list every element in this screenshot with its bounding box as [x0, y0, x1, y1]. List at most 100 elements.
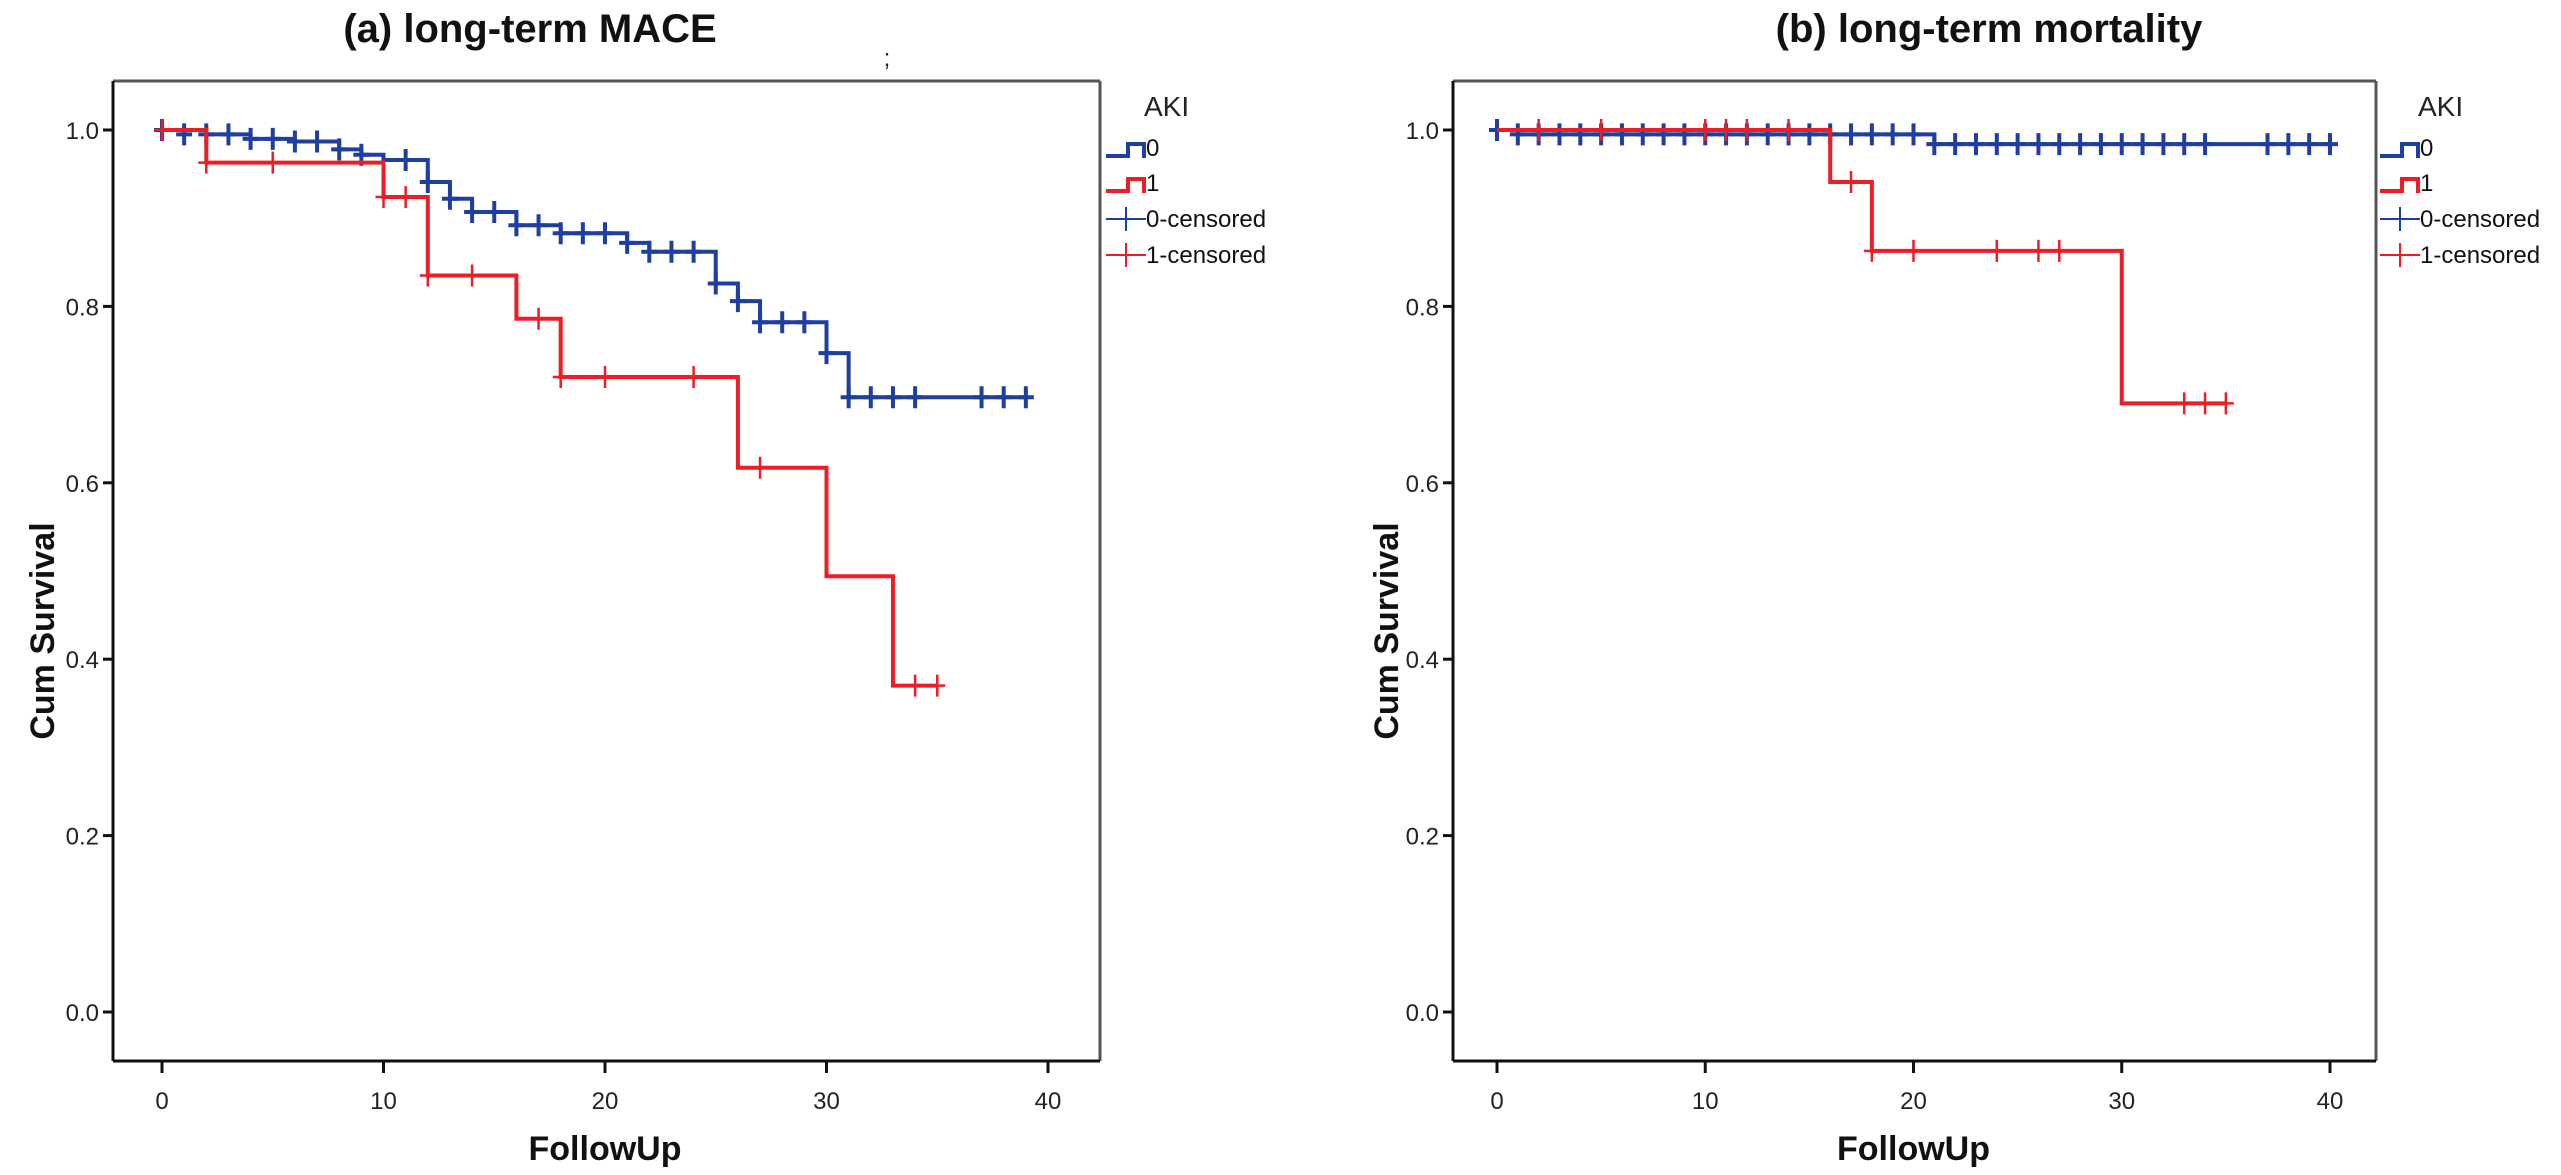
censor-mark-aki-0	[264, 127, 281, 150]
censor-mark-aki-1	[597, 365, 613, 388]
censor-mark-aki-0	[1863, 123, 1880, 146]
legend-title: AKI	[1144, 91, 1189, 122]
censor-mark-aki-0	[1655, 123, 1672, 146]
legend-label-0-censored: 0-censored	[2420, 206, 2540, 233]
survival-curve-aki-1	[1497, 128, 2226, 406]
legend-label-0: 0	[2420, 135, 2433, 162]
censor-mark-aki-1	[1843, 171, 1860, 194]
y-tick-label: 0.6	[66, 471, 99, 498]
censor-mark-aki-1	[2030, 239, 2047, 262]
censor-mark-aki-0	[1967, 133, 1984, 156]
censor-mark-aki-0	[2072, 133, 2089, 156]
censor-mark-aki-1	[1988, 239, 2005, 262]
censor-mark-aki-1	[1905, 239, 1922, 262]
censor-mark-aki-1	[1780, 119, 1797, 141]
survival-curve-aki-0	[162, 128, 1026, 400]
censor-mark-aki-1	[1530, 119, 1547, 141]
censor-mark-aki-0	[2197, 133, 2214, 156]
legend-swatch-censor-0	[1106, 207, 1146, 231]
chart-title: (a) long-term MACE	[343, 7, 716, 51]
plot-area: 0.0 0.2 0.4 0.6 0.8 1.0 0 10 20 30 40	[1406, 79, 2378, 1115]
censor-mark-aki-0	[840, 386, 857, 409]
censor-mark-aki-1	[1593, 119, 1610, 141]
censor-mark-aki-0	[774, 311, 791, 334]
censor-mark-aki-0	[862, 386, 879, 409]
censor-mark-aki-0	[242, 127, 259, 150]
y-axis-label: Cum Survival	[24, 522, 62, 739]
legend-label-1-censored: 1-censored	[1146, 242, 1266, 269]
censor-mark-aki-0	[1926, 133, 1943, 156]
censor-mark-aki-0	[309, 130, 326, 153]
censor-mark-aki-0	[1801, 123, 1818, 146]
censor-mark-aki-0	[530, 214, 547, 237]
x-tick-label: 40	[2317, 1088, 2344, 1115]
censor-mark-aki-0	[1884, 123, 1901, 146]
censor-mark-aki-1	[752, 456, 769, 479]
censor-mark-aki-1	[530, 307, 547, 330]
x-tick-label: 20	[592, 1088, 619, 1115]
y-tick-label: 0.2	[66, 824, 99, 851]
censor-mark-aki-0	[796, 311, 813, 334]
censor-mark-aki-0	[1572, 123, 1589, 146]
censor-mark-aki-0	[486, 201, 503, 224]
censor-mark-aki-1	[419, 264, 436, 287]
censor-mark-aki-1	[1718, 119, 1735, 141]
panel-b-long-term-mortality: (b) long-term mortality 0.0 0.2 0.4 0.6 0.8 1…	[1368, 7, 2540, 1168]
censor-mark-aki-0	[597, 222, 613, 245]
censor-mark-aki-0	[464, 201, 481, 224]
y-tick-label: 0.4	[66, 647, 99, 674]
censor-mark-aki-0	[2051, 133, 2068, 156]
censor-mark-aki-0	[552, 222, 569, 245]
x-tick-label: 30	[813, 1088, 840, 1115]
survival-curve-aki-1	[162, 128, 938, 688]
censor-mark-aki-1	[264, 151, 281, 174]
censor-mark-aki-0	[2176, 133, 2193, 156]
x-tick-label: 10	[1692, 1088, 1719, 1115]
censor-mark-aki-0	[1017, 386, 1034, 409]
censor-mark-aki-0	[2155, 133, 2172, 156]
censor-mark-aki-0	[685, 240, 702, 263]
legend: AKI 0 1 0-censored 1-censored	[1106, 91, 1266, 269]
censor-mark-aki-0	[441, 187, 458, 210]
y-tick-label: 0.0	[1406, 1000, 1439, 1027]
legend-swatch-step-0	[1106, 142, 1146, 158]
stray-mark: ;	[884, 45, 891, 72]
censor-mark-aki-0	[397, 148, 414, 171]
legend-label-1: 1	[1146, 170, 1159, 197]
censor-mark-aki-1	[2176, 392, 2193, 415]
censor-mark-aki-1	[2217, 392, 2234, 415]
censor-mark-aki-0	[1947, 133, 1964, 156]
legend-swatch-censor-0	[2380, 207, 2420, 231]
censor-mark-aki-0	[1988, 133, 2005, 156]
censor-mark-aki-0	[707, 272, 724, 295]
x-tick-label: 20	[1900, 1088, 1927, 1115]
censor-mark-aki-0	[2009, 133, 2026, 156]
x-tick-label: 0	[1490, 1088, 1503, 1115]
x-tick-label: 30	[2108, 1088, 2135, 1115]
censor-mark-aki-0	[331, 138, 348, 161]
legend-swatch-censor-1	[1106, 243, 1146, 267]
x-tick-label: 40	[1035, 1088, 1062, 1115]
legend-title: AKI	[2418, 91, 2463, 122]
censor-mark-aki-1	[1697, 119, 1714, 141]
censor-mark-aki-0	[2301, 133, 2318, 156]
censor-mark-aki-1	[154, 119, 170, 141]
censor-mark-aki-0	[2280, 133, 2297, 156]
censor-mark-aki-0	[1759, 123, 1776, 146]
censor-mark-aki-0	[1905, 123, 1922, 146]
censor-mark-aki-1	[464, 264, 481, 287]
censor-mark-aki-0	[1843, 123, 1860, 146]
legend-label-1: 1	[2420, 170, 2433, 197]
y-tick-label: 0.6	[1406, 471, 1439, 498]
censor-mark-aki-0	[1634, 123, 1651, 146]
censor-mark-aki-0	[663, 240, 680, 263]
censor-mark-aki-0	[2113, 133, 2130, 156]
y-axis-label: Cum Survival	[1368, 522, 1406, 739]
censor-mark-aki-0	[641, 240, 658, 263]
x-tick-label: 10	[370, 1088, 397, 1115]
censor-mark-aki-1	[2051, 239, 2068, 262]
censor-mark-aki-1	[198, 151, 215, 174]
censor-mark-aki-0	[973, 386, 990, 409]
censor-mark-aki-1	[685, 365, 702, 388]
